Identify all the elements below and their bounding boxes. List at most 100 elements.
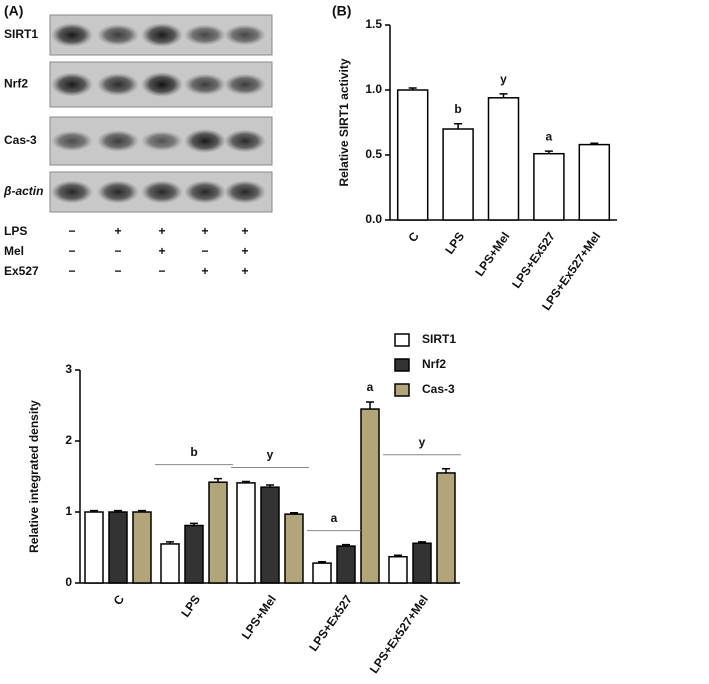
blot-row-label: Nrf2 [4, 77, 28, 91]
treatment-mark: + [241, 264, 248, 278]
treatment-mark: + [201, 224, 208, 238]
blot-band [224, 180, 266, 204]
blot-band [141, 72, 183, 97]
blot-band [51, 130, 93, 152]
error-bar [394, 554, 402, 557]
bar [184, 524, 204, 584]
y-tick-label: 1.5 [365, 17, 382, 31]
error-bar [342, 543, 350, 547]
error-bar [166, 541, 174, 544]
blot-band [184, 24, 226, 46]
treatment-mark: + [158, 244, 165, 258]
y-tick-label: 2 [65, 433, 72, 447]
x-tick-label: C [405, 229, 422, 244]
blot-band [97, 130, 139, 152]
annotation: b [454, 102, 461, 116]
error-bar [418, 541, 426, 544]
panel-label: (B) [332, 3, 351, 19]
bar [533, 152, 565, 221]
blot-band [224, 24, 266, 46]
blot-band [141, 131, 183, 151]
error-bar [138, 509, 146, 512]
treatment-mark: − [68, 264, 75, 278]
legend-swatch [394, 358, 410, 372]
bar [336, 545, 356, 584]
blot-band [97, 73, 139, 96]
annotation: a [546, 129, 553, 143]
bar [578, 143, 611, 221]
blot-band [51, 180, 93, 204]
x-tick-label: LPS+Mel [239, 593, 279, 642]
x-tick-label: LPS [442, 230, 467, 257]
x-tick-label: LPS+Ex527+Mel [367, 593, 431, 676]
error-bar [214, 477, 222, 483]
bar [412, 542, 432, 584]
bar [208, 481, 228, 584]
y-tick-label: 0.0 [365, 212, 382, 226]
y-tick-label: 0 [65, 575, 72, 589]
blot-band [97, 24, 139, 46]
blot-band [51, 23, 93, 47]
y-tick-label: 3 [65, 362, 72, 376]
x-tick-label: LPS+Ex527 [509, 229, 558, 291]
treatment-label: Ex527 [4, 264, 39, 278]
error-bar [590, 142, 599, 145]
blot-row-label: β-actin [3, 184, 43, 198]
treatment-mark: + [114, 224, 121, 238]
error-bar [544, 150, 553, 154]
annotation: b [190, 445, 197, 459]
error-bar [266, 484, 274, 488]
bar [442, 128, 474, 221]
error-bar [90, 509, 98, 512]
treatment-mark: + [241, 224, 248, 238]
bar [312, 562, 332, 584]
treatment-mark: − [114, 264, 121, 278]
blot-band [141, 23, 183, 47]
blot-band [97, 180, 139, 204]
bar [108, 511, 128, 584]
legend-label: Cas-3 [422, 382, 455, 396]
error-bar [454, 123, 463, 129]
treatment-label: Mel [4, 244, 24, 258]
legend-swatch [394, 333, 410, 347]
error-bar [290, 511, 298, 515]
treatment-mark: − [201, 244, 208, 258]
blot-band [51, 72, 93, 97]
legend-swatch [394, 383, 410, 397]
blot-band [224, 73, 266, 96]
blot-band [224, 129, 266, 153]
panel-label: (A) [4, 3, 23, 19]
annotation: a [331, 511, 338, 525]
treatment-mark: − [114, 244, 121, 258]
annotation: y [500, 72, 507, 86]
y-axis-label: Relative integrated density [27, 400, 41, 553]
treatment-mark: − [68, 224, 75, 238]
blot-band [184, 180, 226, 204]
x-tick-label: LPS+Mel [472, 230, 512, 279]
bar [396, 89, 429, 221]
blot-row-label: SIRT1 [4, 27, 38, 41]
error-bar [242, 480, 250, 483]
annotation: y [419, 435, 426, 449]
legend-label: SIRT1 [422, 332, 456, 346]
error-bar [318, 560, 326, 564]
y-tick-label: 1 [65, 504, 72, 518]
x-tick-label: LPS [178, 593, 203, 620]
bar [360, 408, 380, 584]
x-tick-label: C [111, 592, 128, 607]
legend-label: Nrf2 [422, 357, 446, 371]
treatment-label: LPS [4, 224, 27, 238]
bar [160, 543, 180, 584]
x-tick-label: LPS+Ex527 [306, 592, 355, 654]
error-bar [442, 467, 450, 473]
bar [388, 555, 408, 584]
blot-row-label: Cas-3 [4, 133, 37, 147]
blot-band [184, 129, 226, 153]
error-bar [499, 93, 508, 98]
bar [236, 482, 256, 584]
treatment-mark: − [158, 264, 165, 278]
y-axis-label: Relative SIRT1 activity [337, 58, 351, 186]
y-tick-label: 1.0 [365, 82, 382, 96]
treatment-mark: + [158, 224, 165, 238]
